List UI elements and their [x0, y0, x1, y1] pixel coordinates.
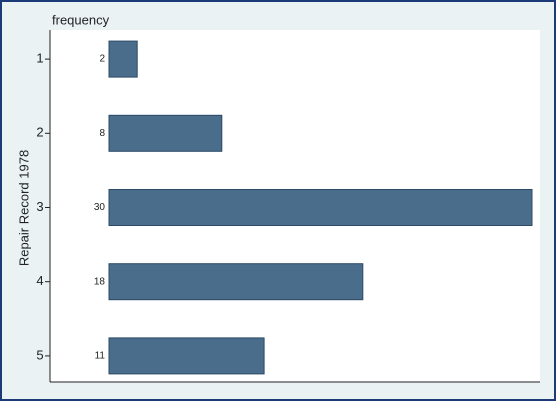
y-tick-label: 2	[36, 125, 43, 140]
bar	[108, 337, 265, 375]
data-label: 11	[95, 351, 106, 362]
data-label: 18	[94, 276, 106, 287]
bar	[108, 40, 138, 78]
y-tick-label: 5	[36, 347, 43, 362]
data-label: 8	[99, 128, 105, 139]
bar	[108, 263, 364, 301]
category-axis-title: Repair Record 1978	[16, 150, 31, 266]
y-tick-label: 3	[36, 199, 43, 214]
y-tick-label: 1	[36, 51, 43, 66]
y-tick-label: 4	[36, 273, 43, 288]
bar	[108, 189, 533, 226]
data-label: 30	[94, 202, 106, 213]
value-axis-title: frequency	[52, 12, 110, 27]
data-label: 2	[99, 54, 105, 65]
bar	[108, 114, 223, 152]
